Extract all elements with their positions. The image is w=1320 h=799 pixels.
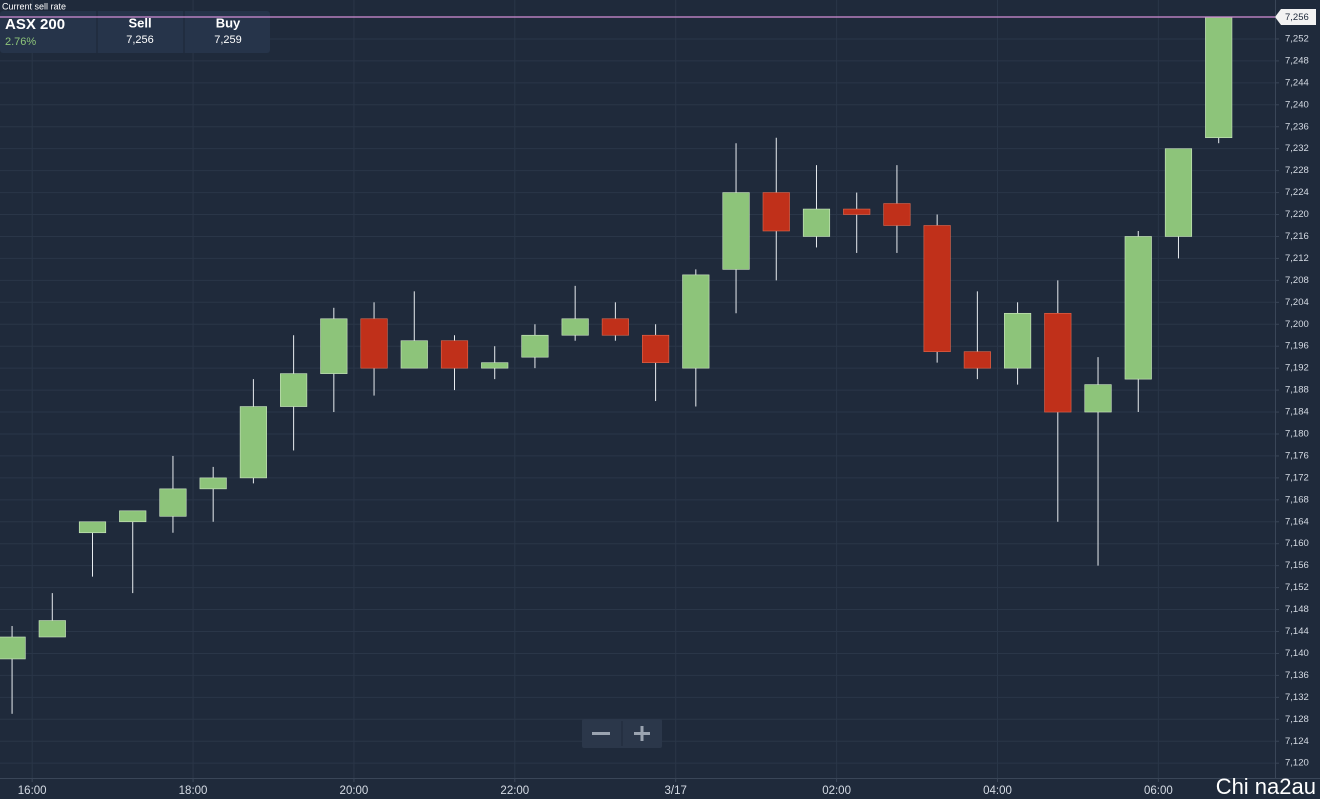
- y-tick-label: 7,240: [1285, 99, 1309, 110]
- y-tick-label: 7,192: [1285, 363, 1309, 374]
- y-tick-label: 7,252: [1285, 33, 1309, 44]
- y-tick-label: 7,216: [1285, 231, 1309, 242]
- candle-body: [1205, 16, 1233, 139]
- y-tick-label: 7,120: [1285, 758, 1309, 769]
- x-tick-label: 20:00: [340, 785, 369, 797]
- y-tick-label: 7,156: [1285, 560, 1309, 571]
- panel-bg: [0, 11, 270, 53]
- candle-body: [481, 362, 509, 369]
- sell-value: 7,256: [126, 34, 154, 46]
- candle-body: [440, 340, 469, 369]
- x-tick-label: 18:00: [179, 785, 208, 797]
- x-tick-label: 06:00: [1144, 785, 1173, 797]
- y-tick-label: 7,200: [1285, 319, 1309, 330]
- y-tick-label: 7,228: [1285, 165, 1309, 176]
- y-tick-label: 7,224: [1285, 187, 1309, 198]
- candle-body: [1084, 384, 1112, 413]
- watermark: Chi na2au: [1216, 774, 1316, 799]
- y-tick-label: 7,124: [1285, 736, 1309, 747]
- candle-body: [802, 208, 831, 237]
- candle-body: [883, 203, 911, 226]
- y-tick-label: 7,208: [1285, 275, 1309, 286]
- y-tick-label: 7,164: [1285, 516, 1309, 527]
- y-tick-label: 7,140: [1285, 648, 1309, 659]
- x-tick-label: 3/17: [665, 785, 687, 797]
- candle-body: [722, 192, 750, 270]
- plot: [0, 16, 1233, 714]
- ticker-change: 2.76%: [5, 36, 36, 48]
- ticker-name: ASX 200: [5, 16, 65, 33]
- y-tick-label: 7,232: [1285, 143, 1309, 154]
- candle-body: [159, 488, 187, 517]
- x-tick-label: 02:00: [822, 785, 851, 797]
- y-tick-label: 7,212: [1285, 253, 1309, 264]
- x-tick-label: 22:00: [500, 785, 529, 797]
- candle-body: [400, 340, 428, 369]
- candle-body: [521, 334, 549, 358]
- y-tick-label: 7,244: [1285, 77, 1309, 88]
- ticker-panel: Current sell rate ASX 200 2.76% Sell 7,2…: [0, 1, 270, 53]
- y-tick-label: 7,176: [1285, 450, 1309, 461]
- y-tick-label: 7,136: [1285, 670, 1309, 681]
- sell-label: Sell: [128, 15, 151, 30]
- candle-body: [601, 318, 629, 336]
- candle-body: [923, 225, 951, 352]
- y-tick-label: 7,184: [1285, 407, 1309, 418]
- y-tick-label: 7,236: [1285, 121, 1309, 132]
- candle-body: [280, 373, 308, 407]
- candle-body: [0, 636, 26, 660]
- x-tick-label: 16:00: [18, 785, 47, 797]
- y-tick-label: 7,196: [1285, 341, 1309, 352]
- y-tick-label: 7,220: [1285, 209, 1309, 220]
- zoom-controls: [582, 719, 662, 748]
- candle-body: [1124, 236, 1152, 380]
- candle-body: [239, 406, 267, 479]
- candle-body: [1164, 148, 1193, 237]
- candle-body: [1004, 312, 1032, 369]
- candle-body: [320, 318, 348, 374]
- x-tick-label: 04:00: [983, 785, 1012, 797]
- candle-body: [843, 208, 871, 215]
- y-tick-label: 7,152: [1285, 582, 1309, 593]
- candle-body: [963, 351, 991, 369]
- candle-body: [119, 510, 147, 523]
- candle-body: [38, 620, 66, 638]
- current-rate-value: 7,256: [1285, 12, 1309, 23]
- y-tick-label: 7,204: [1285, 297, 1309, 308]
- zoom-in-bar: [640, 726, 644, 741]
- buy-label: Buy: [216, 15, 241, 30]
- current-rate-label: Current sell rate: [2, 1, 66, 11]
- candle-body: [199, 477, 227, 490]
- y-tick-label: 7,248: [1285, 55, 1309, 66]
- grid: [0, 0, 1275, 778]
- y-tick-label: 7,144: [1285, 626, 1309, 637]
- candle-body: [682, 274, 710, 369]
- candle-body: [642, 334, 670, 363]
- buy-value: 7,259: [214, 34, 242, 46]
- y-tick-label: 7,180: [1285, 429, 1309, 440]
- y-tick-label: 7,168: [1285, 494, 1309, 505]
- y-tick-label: 7,172: [1285, 472, 1309, 483]
- candle-body: [762, 192, 790, 232]
- candle-body: [78, 521, 107, 534]
- candle-body: [561, 318, 589, 336]
- candle-body: [1044, 312, 1072, 413]
- current-rate-tag: [1275, 9, 1316, 26]
- y-tick-label: 7,188: [1285, 385, 1309, 396]
- y-tick-label: 7,132: [1285, 692, 1309, 703]
- candle-body: [360, 318, 388, 369]
- y-tick-label: 7,148: [1285, 604, 1309, 615]
- y-tick-label: 7,160: [1285, 538, 1309, 549]
- y-tick-label: 7,128: [1285, 714, 1309, 725]
- zoom-out[interactable]: [592, 732, 610, 735]
